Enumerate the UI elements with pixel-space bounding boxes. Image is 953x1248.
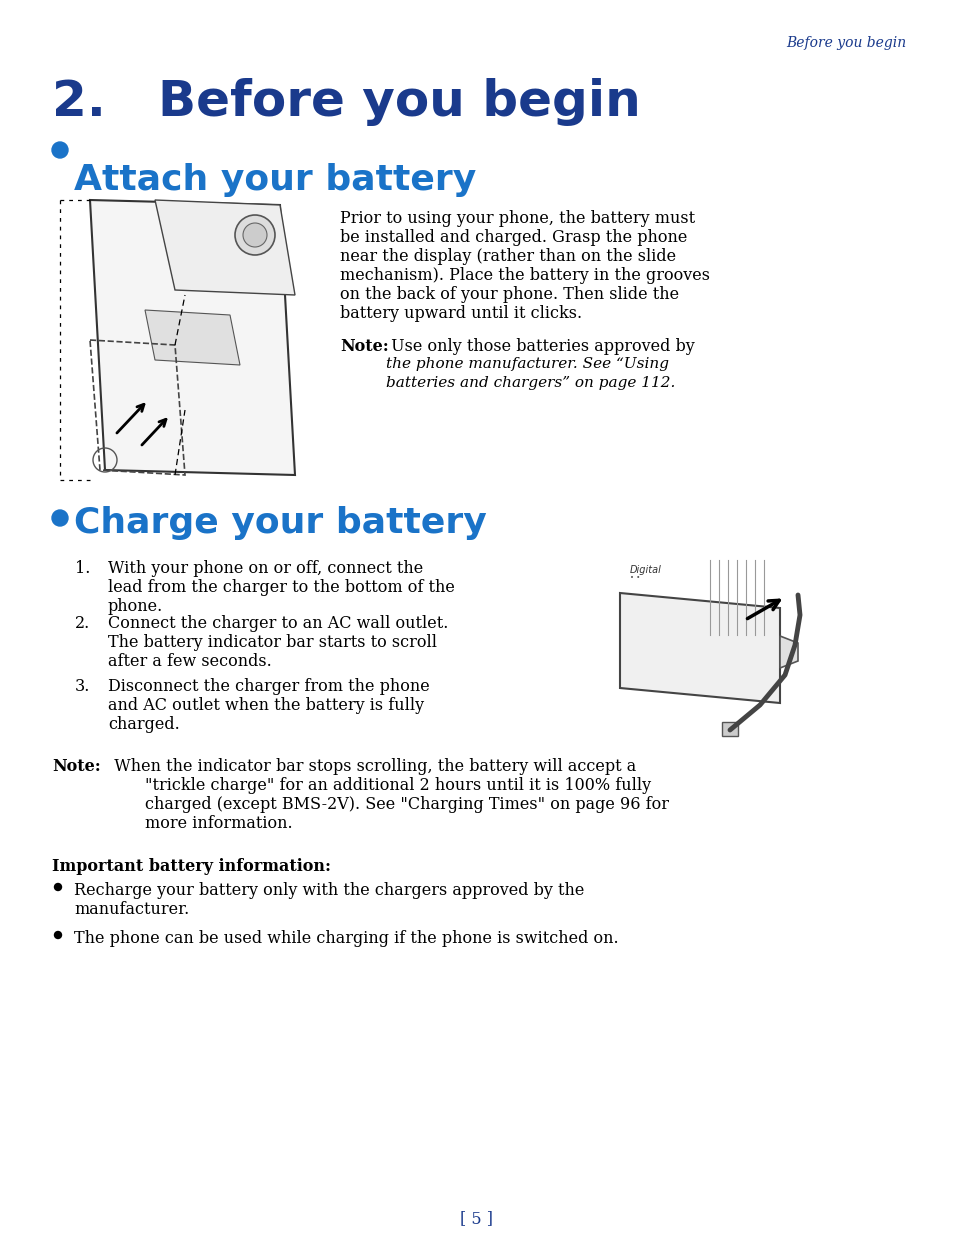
Polygon shape (619, 593, 780, 703)
Text: charged (except BMS-2V). See "Charging Times" on page 96 for: charged (except BMS-2V). See "Charging T… (104, 796, 668, 812)
Text: near the display (rather than on the slide: near the display (rather than on the sli… (339, 248, 676, 265)
Text: phone.: phone. (108, 598, 163, 615)
Text: Connect the charger to an AC wall outlet.: Connect the charger to an AC wall outlet… (108, 615, 448, 631)
Text: lead from the charger to the bottom of the: lead from the charger to the bottom of t… (108, 579, 455, 597)
Polygon shape (145, 310, 240, 364)
Text: 3.: 3. (75, 678, 91, 695)
Text: on the back of your phone. Then slide the: on the back of your phone. Then slide th… (339, 286, 679, 303)
Text: battery upward until it clicks.: battery upward until it clicks. (339, 305, 581, 322)
Text: Digital: Digital (629, 565, 661, 575)
Text: Note:: Note: (339, 338, 388, 354)
Text: mechanism). Place the battery in the grooves: mechanism). Place the battery in the gro… (339, 267, 709, 285)
Circle shape (243, 223, 267, 247)
Text: Recharge your battery only with the chargers approved by the: Recharge your battery only with the char… (74, 882, 584, 899)
Text: more information.: more information. (104, 815, 293, 832)
Text: [ 5 ]: [ 5 ] (460, 1211, 493, 1227)
Bar (721, 723, 738, 736)
Text: batteries and chargers” on page 112.: batteries and chargers” on page 112. (386, 376, 675, 391)
Text: the phone manufacturer. See “Using: the phone manufacturer. See “Using (386, 357, 668, 371)
Circle shape (234, 215, 274, 255)
Text: Charge your battery: Charge your battery (74, 505, 486, 540)
Polygon shape (154, 200, 294, 295)
Text: Use only those batteries approved by: Use only those batteries approved by (386, 338, 694, 354)
Text: Disconnect the charger from the phone: Disconnect the charger from the phone (108, 678, 429, 695)
Text: 2.   Before you begin: 2. Before you begin (52, 79, 640, 126)
Text: manufacturer.: manufacturer. (74, 901, 189, 919)
Text: Attach your battery: Attach your battery (74, 163, 476, 197)
Circle shape (54, 884, 61, 891)
Text: When the indicator bar stops scrolling, the battery will accept a: When the indicator bar stops scrolling, … (104, 758, 636, 775)
Circle shape (52, 510, 68, 525)
Text: Prior to using your phone, the battery must: Prior to using your phone, the battery m… (339, 210, 695, 227)
Circle shape (54, 931, 61, 938)
Text: Before you begin: Before you begin (785, 36, 905, 50)
Circle shape (52, 142, 68, 158)
Polygon shape (780, 636, 797, 668)
Text: 1.: 1. (75, 560, 91, 577)
Text: Note:: Note: (52, 758, 101, 775)
Text: and AC outlet when the battery is fully: and AC outlet when the battery is fully (108, 696, 424, 714)
Text: be installed and charged. Grasp the phone: be installed and charged. Grasp the phon… (339, 228, 687, 246)
Text: The battery indicator bar starts to scroll: The battery indicator bar starts to scro… (108, 634, 436, 651)
Text: charged.: charged. (108, 716, 179, 733)
Polygon shape (90, 200, 294, 475)
Text: Important battery information:: Important battery information: (52, 859, 331, 875)
Text: With your phone on or off, connect the: With your phone on or off, connect the (108, 560, 423, 577)
Text: 2.: 2. (75, 615, 91, 631)
Text: after a few seconds.: after a few seconds. (108, 653, 272, 670)
Text: The phone can be used while charging if the phone is switched on.: The phone can be used while charging if … (74, 930, 618, 947)
Text: • •: • • (629, 575, 639, 582)
Text: "trickle charge" for an additional 2 hours until it is 100% fully: "trickle charge" for an additional 2 hou… (104, 778, 651, 794)
